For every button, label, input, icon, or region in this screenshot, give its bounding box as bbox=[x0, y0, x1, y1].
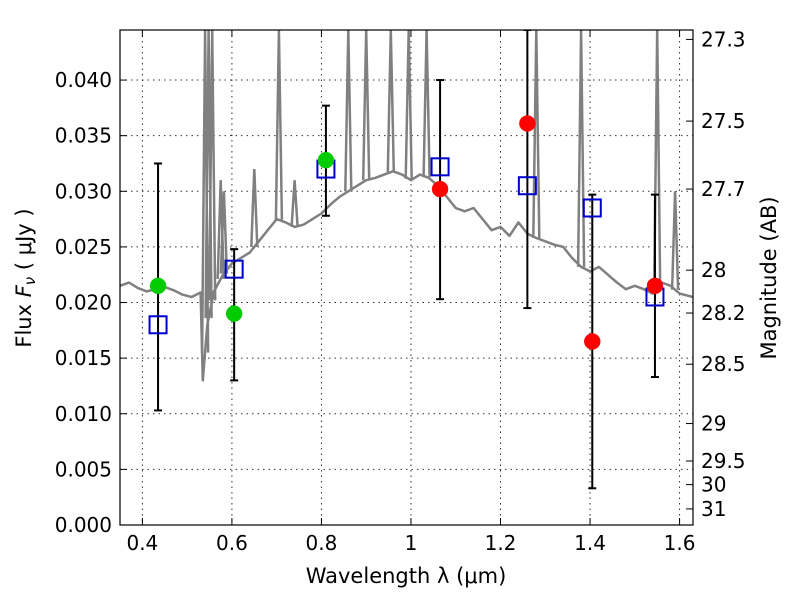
y-tick-label: 0.035 bbox=[55, 124, 112, 148]
y2-tick-label: 30 bbox=[701, 473, 726, 497]
y2-tick-label: 28.5 bbox=[701, 352, 746, 376]
emission-line-spike bbox=[670, 191, 680, 290]
y2-tick-label: 29 bbox=[701, 412, 726, 436]
observed-flux-point bbox=[431, 180, 449, 198]
emission-line-spike bbox=[422, 30, 431, 178]
emission-line-spike bbox=[274, 30, 284, 220]
x-tick-label: 1 bbox=[405, 531, 418, 555]
x-tick-label: 1.2 bbox=[485, 531, 517, 555]
model-photometry-square bbox=[224, 259, 244, 279]
model-photometry-square bbox=[517, 176, 537, 196]
emission-line-spike bbox=[386, 30, 396, 173]
y2-tick-label: 29.5 bbox=[701, 449, 746, 473]
y2-axis-label: Magnitude (AB) bbox=[757, 196, 781, 359]
axis-ticks: 0.4 0.6 0.8 1 1.2 1.4 1.6 0.000 0.005 0.010 0.015 0… bbox=[55, 27, 746, 555]
emission-line-spike bbox=[532, 30, 541, 239]
y-tick-label: 0.020 bbox=[55, 291, 112, 315]
x-axis-label: Wavelength λ (μm) bbox=[306, 564, 507, 588]
emission-line-spike bbox=[361, 30, 371, 181]
y-axis-label: Flux Fν ( μJy ) bbox=[12, 208, 39, 347]
x-tick-label: 0.4 bbox=[126, 531, 158, 555]
x-tick-label: 1.4 bbox=[574, 531, 606, 555]
y-tick-label: 0.005 bbox=[55, 457, 112, 481]
emission-line-spike bbox=[207, 30, 217, 301]
y-tick-label: 0.000 bbox=[55, 513, 112, 537]
plot-data bbox=[120, 30, 693, 490]
model-photometry-square bbox=[582, 198, 602, 218]
observed-flux-point bbox=[519, 115, 536, 132]
y-tick-label: 0.010 bbox=[55, 402, 112, 426]
x-tick-label: 0.6 bbox=[216, 531, 248, 555]
observed-flux-point bbox=[149, 277, 167, 295]
emission-line-spike bbox=[290, 180, 299, 227]
observed-flux-point bbox=[317, 151, 335, 169]
y-tick-label: 0.040 bbox=[55, 68, 112, 92]
observed-flux-point bbox=[584, 333, 601, 350]
y-tick-label: 0.025 bbox=[55, 235, 112, 259]
model-photometry-square bbox=[148, 315, 168, 335]
x-tick-label: 0.8 bbox=[306, 531, 338, 555]
y-tick-label: 0.030 bbox=[55, 179, 112, 203]
emission-line-spike bbox=[404, 30, 413, 179]
model-photometry-square bbox=[430, 157, 450, 177]
x-tick-label: 1.6 bbox=[664, 531, 696, 555]
y2-tick-label: 31 bbox=[701, 497, 726, 521]
emission-line-spike bbox=[576, 30, 586, 267]
y2-tick-label: 27.5 bbox=[701, 109, 746, 133]
y2-tick-label: 27.7 bbox=[701, 177, 746, 201]
y2-tick-label: 28.2 bbox=[701, 301, 746, 325]
plot-frame bbox=[119, 29, 694, 526]
y2-tick-label: 28 bbox=[701, 258, 726, 282]
emission-line-spike bbox=[344, 30, 353, 192]
emission-line-spike bbox=[219, 191, 229, 274]
emission-line-spike bbox=[250, 168, 259, 247]
y2-tick-label: 27.3 bbox=[701, 27, 746, 51]
observed-flux-point bbox=[225, 305, 243, 322]
y-tick-label: 0.015 bbox=[55, 346, 112, 370]
observed-flux-point bbox=[646, 277, 664, 295]
